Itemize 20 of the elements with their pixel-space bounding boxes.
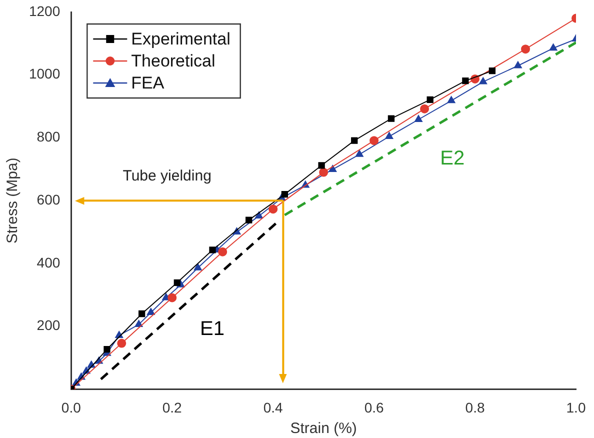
y-axis-title: Stress (Mpa) [4, 158, 22, 244]
x-axis-title: Strain (%) [290, 420, 357, 438]
series-label: E1 [200, 318, 225, 340]
x-tick-label: 0.0 [61, 399, 82, 416]
legend-label: Experimental [131, 30, 230, 49]
y-tick-label: 1200 [28, 2, 60, 19]
y-tick-label: 400 [36, 254, 60, 270]
x-tick-label: 0.8 [465, 399, 485, 416]
annotation: Tube yielding [122, 168, 212, 185]
y-tick-label: 1000 [28, 66, 60, 82]
x-tick-label: 1.0 [566, 399, 586, 416]
x-tick-label: 0.4 [263, 399, 284, 416]
legend-label: FEA [131, 74, 165, 93]
legend-label: Theoretical [131, 52, 216, 71]
series-label: E2 [440, 147, 465, 170]
x-tick-label: 0.2 [162, 399, 182, 416]
y-tick-label: 600 [36, 191, 60, 208]
x-tick-label: 0.6 [364, 399, 384, 416]
y-tick-label: 800 [36, 128, 60, 145]
y-tick-label: 200 [36, 317, 60, 334]
